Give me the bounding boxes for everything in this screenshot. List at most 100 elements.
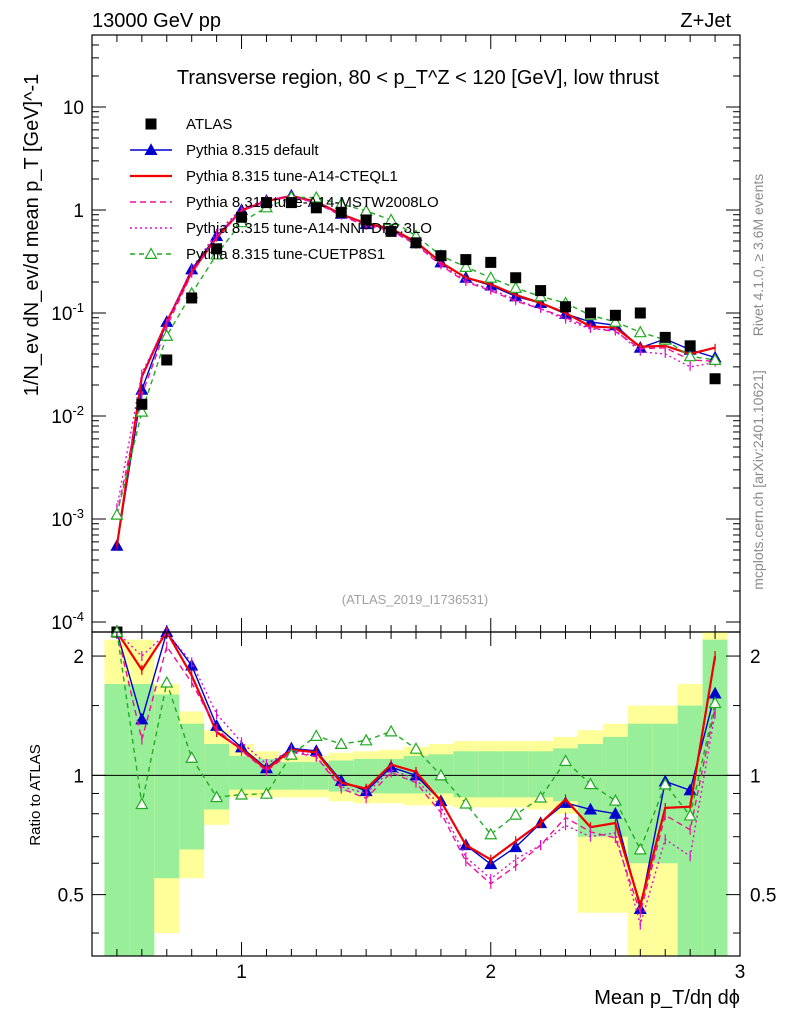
data-point — [285, 197, 297, 209]
main-panel: 10-4 10-3 10-2 10-1 1 10 Transverse region, 8… — [21, 34, 741, 638]
series-point — [110, 508, 124, 520]
ratio-point — [509, 807, 523, 820]
ratio-point — [235, 787, 249, 800]
process-label: Z+Jet — [680, 10, 731, 32]
data-point — [485, 256, 497, 268]
legend-label: Pythia 8.315 tune-A14-NNPDF2.3LO — [186, 220, 432, 237]
ratio-band-green — [578, 743, 603, 837]
data-point — [186, 292, 198, 304]
legend-label: Pythia 8.315 tune-A14-MSTW2008LO — [186, 194, 439, 211]
series-point — [384, 213, 398, 225]
y-tick-label: 10-2 — [51, 403, 84, 428]
series-point — [160, 329, 174, 341]
y-tick-label: 1 — [73, 201, 84, 222]
ratio-band-green — [154, 694, 180, 879]
data-point — [535, 285, 547, 297]
ratio-band-green — [627, 723, 653, 864]
ratio-point — [185, 751, 199, 763]
series-point — [484, 270, 498, 283]
series-point — [708, 353, 722, 365]
x-tick-label: 2 — [485, 962, 496, 983]
ratio-point — [135, 797, 149, 810]
legend-marker-data — [145, 118, 157, 130]
data-point — [161, 354, 173, 366]
series-point — [309, 190, 323, 203]
data-point — [460, 254, 472, 266]
data-point — [584, 307, 596, 319]
ratio-tick-label-right: 1 — [750, 766, 761, 787]
rivet-label: Rivet 4.1.0, ≥ 3.6M events — [750, 174, 766, 337]
ratio-point — [284, 748, 298, 760]
data-point — [510, 272, 522, 284]
legend-label: Pythia 8.315 default — [186, 142, 319, 159]
data-point — [360, 214, 372, 226]
series-point — [459, 260, 473, 272]
ratio-point — [683, 808, 697, 821]
y-tick-label: 10-1 — [51, 300, 84, 325]
ratio-band-green — [528, 751, 554, 798]
ratio-axis-label: Ratio to ATLAS — [27, 744, 44, 845]
ratio-band-green — [303, 762, 329, 790]
analysis-label: (ATLAS_2019_I1736531) — [342, 592, 488, 607]
data-point — [560, 301, 572, 313]
y-axis-label: 1/N_ev dN_ev/d mean p_T [GeV]^-1 — [21, 74, 43, 397]
y-tick-label: 10-3 — [51, 506, 84, 531]
data-point — [260, 197, 272, 209]
ratio-band-green — [278, 762, 304, 790]
series-point — [135, 405, 149, 417]
ratio-band-green — [229, 755, 254, 790]
ratio-point — [484, 827, 498, 840]
data-point — [634, 307, 646, 319]
chart-title: Transverse region, 80 < p_T^Z < 120 [GeV… — [177, 67, 660, 89]
legend-label: ATLAS — [186, 116, 232, 133]
ratio-tick-label: 0.5 — [58, 886, 84, 907]
series-point — [683, 349, 697, 362]
ratio-point — [583, 802, 597, 815]
legend-marker — [144, 143, 158, 155]
ratio-point — [160, 675, 174, 688]
y-tick-label: 10 — [63, 98, 84, 119]
ratio-tick-label-right: 0.5 — [750, 886, 776, 907]
energy-label: 13000 GeV pp — [92, 10, 221, 32]
legend: ATLAS Pythia 8.315 default Pythia 8.315 tu… — [130, 116, 439, 263]
data-point — [335, 206, 347, 218]
ratio-panel: 0.5 0.5 1 1 2 2 Ratio to ATLAS — [27, 625, 776, 957]
ratio-tick-label: 2 — [73, 647, 84, 668]
ratio-point — [434, 768, 448, 781]
ratio-point — [534, 790, 548, 803]
ratio-point — [583, 777, 597, 790]
legend-marker — [144, 247, 158, 259]
ratio-point — [309, 729, 323, 741]
data-point — [136, 398, 148, 410]
ratio-tick-label-right: 2 — [750, 647, 761, 668]
ratio-tick-label: 1 — [73, 766, 84, 787]
x-tick-label: 1 — [236, 962, 247, 983]
series-point — [608, 315, 622, 327]
ratio-point — [608, 793, 622, 806]
data-point — [659, 331, 671, 343]
ratio-band-green — [503, 751, 529, 798]
data-point — [609, 309, 621, 321]
ratio-band-green — [179, 723, 205, 850]
data-point — [435, 250, 447, 262]
legend-label: Pythia 8.315 tune-CUETP8S1 — [186, 246, 385, 263]
source-label: mcplots.cern.ch [arXiv:2401.10621] — [750, 370, 766, 589]
ratio-point — [384, 724, 398, 737]
ratio-point — [509, 840, 523, 853]
ratio-point — [259, 787, 273, 799]
ratio-point — [559, 754, 573, 766]
series-point — [509, 281, 523, 293]
ratio-point — [135, 712, 149, 725]
legend-label: Pythia 8.315 tune-A14-CTEQL1 — [186, 168, 398, 185]
ratio-band-green — [453, 751, 479, 798]
ratio-point — [409, 742, 423, 754]
ratio-point — [334, 737, 348, 749]
data-point — [236, 211, 248, 223]
ratio-point — [633, 842, 647, 855]
ratio-band-green — [478, 751, 504, 798]
x-axis-label: Mean p_T/dη dϕ — [594, 987, 740, 1009]
ratio-point — [210, 790, 224, 803]
y-tick-label: 10-4 — [51, 609, 84, 634]
data-point — [211, 243, 223, 255]
